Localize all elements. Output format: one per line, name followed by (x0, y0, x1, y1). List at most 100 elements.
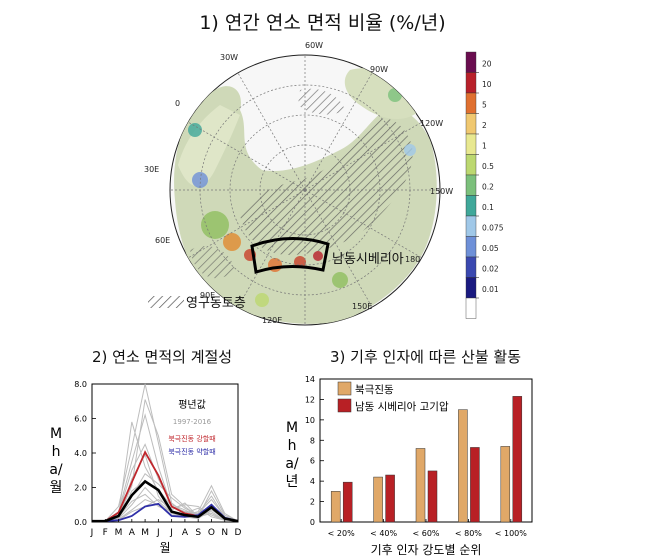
colorbar-swatch (465, 236, 477, 258)
climate-fire-chart: 0 2 4 6 8 10 12 14 < 20% < 40% < 60% < 80% < 100% 기후 … (285, 375, 533, 557)
x-tick-label: J (156, 528, 160, 538)
colorbar-swatch (465, 133, 477, 155)
x-tick-label: A (129, 528, 136, 538)
y-tick-label: 4.0 (74, 449, 87, 458)
lon-label: 90W (370, 65, 388, 74)
x-axis-label: 기후 인자 강도별 순위 (371, 543, 482, 557)
y-tick-label: 0.0 (74, 518, 87, 527)
x-tick-label: M (141, 528, 149, 538)
permafrost-legend-swatch (148, 296, 184, 308)
gray-year-line (92, 383, 239, 522)
x-axis-label: 월 (159, 541, 170, 555)
lon-label: 150W (430, 187, 453, 196)
x-tick-label: S (195, 528, 201, 538)
colorbar-tick-label: 2 (482, 121, 487, 130)
lon-label: 90E (200, 291, 215, 300)
seasonality-title: 2) 연소 면적의 계절성 (92, 348, 233, 366)
x-tick-label: < 40% (370, 529, 397, 538)
legend-title: 평년값 (178, 399, 206, 411)
legend-swatch (337, 381, 352, 396)
colorbar-swatch (465, 174, 477, 196)
x-tick-label: < 20% (328, 529, 355, 538)
x-tick-label: < 80% (455, 529, 482, 538)
colorbar-tick-label: 1 (482, 142, 487, 151)
colorbar-tick-label: 5 (482, 101, 487, 110)
colorbar-tick-label: 0.01 (482, 285, 499, 294)
colorbar-tick-label: 0.2 (482, 183, 494, 192)
colorbar-swatch (465, 256, 477, 278)
bar (470, 447, 480, 523)
bar (342, 481, 353, 523)
legend-years: 1997-2016 (173, 418, 212, 426)
y-tick-label: 6 (310, 457, 315, 466)
permafrost-hatch (240, 118, 413, 255)
colorbar-tick-label: 0.5 (482, 162, 494, 171)
y-tick-label: 6.0 (74, 415, 87, 424)
x-tick-label: J (169, 528, 173, 538)
lon-label: 150E (352, 302, 372, 311)
x-tick-label: A (182, 528, 189, 538)
y-tick-label: 4 (310, 477, 315, 486)
permafrost-label: 영구동토층 (186, 296, 246, 311)
legend-swatch (337, 398, 352, 413)
y-tick-label: 0 (310, 518, 315, 527)
colorbar-swatch (465, 297, 477, 319)
seasonality-chart: 0.02.04.06.08.0J F M A M J J A S O N D월M h a/월평년값1997… (49, 380, 242, 555)
y-tick-label: 12 (305, 395, 315, 404)
legend-label: 북극진동 (355, 384, 394, 396)
bar (385, 474, 395, 523)
bar (512, 396, 523, 523)
y-tick-label: 8 (310, 436, 315, 445)
bar (500, 446, 511, 523)
lon-label: 120E (262, 316, 282, 325)
series-line (92, 479, 239, 523)
bar (427, 470, 438, 523)
burned-area-map: 30W 60W 90W 120W 150W 0 30E 60E 90E 120E… (144, 41, 504, 326)
y-tick-label: 2 (310, 498, 315, 507)
gray-year-line (92, 453, 239, 522)
y-tick-label: 8.0 (74, 380, 87, 389)
colorbar-swatch (465, 215, 477, 237)
colorbar-tick-label: 0.05 (482, 244, 499, 253)
bar (330, 491, 341, 523)
legend-strong: 북극진동 강할때 (168, 434, 215, 443)
x-tick-label: < 60% (412, 529, 439, 538)
y-tick-label: 10 (305, 416, 315, 425)
colorbar-swatch (465, 51, 477, 73)
x-tick-label: J (90, 528, 94, 538)
map-panel-title: 1) 연간 연소 면적 비율 (%/년) (199, 12, 446, 34)
y-tick-label: 2.0 (74, 484, 87, 493)
colorbar: 20 10 5 2 1 0.5 0.2 0.1 0.075 0.05 0.02 0.01 (465, 51, 504, 319)
x-tick-label: N (221, 528, 228, 538)
lon-label: 120W (420, 119, 443, 128)
colorbar-swatch (465, 72, 477, 94)
colorbar-tick-label: 10 (482, 80, 492, 89)
bar (458, 409, 468, 523)
colorbar-swatch (465, 113, 477, 135)
colorbar-swatch (465, 154, 477, 176)
x-tick-label: < 100% (495, 529, 528, 538)
bar (373, 476, 383, 523)
gray-year-line (92, 479, 239, 522)
longitude-labels: 30W 60W 90W 120W 150W 0 30E 60E 90E 120E… (144, 41, 453, 325)
colorbar-swatch (465, 92, 477, 114)
lon-label: 180 (405, 255, 420, 264)
colorbar-tick-label: 0.02 (482, 265, 499, 274)
colorbar-swatch (465, 195, 477, 217)
colorbar-tick-label: 0.075 (482, 224, 504, 233)
legend-label: 남동 시베리아 고기압 (355, 400, 449, 413)
colorbar-tick-label: 0.1 (482, 203, 494, 212)
lon-label: 30E (144, 165, 159, 174)
colorbar-tick-label: 20 (482, 60, 492, 69)
x-tick-label: O (208, 528, 215, 538)
x-tick-label: D (235, 528, 242, 538)
lon-label: 0 (175, 99, 180, 108)
x-tick-label: M (115, 528, 123, 538)
y-tick-label: 14 (305, 375, 315, 384)
legend-weak: 북극진동 약할때 (168, 447, 215, 456)
x-tick-label: F (103, 528, 108, 538)
southeast-siberia-box (250, 236, 330, 274)
colorbar-swatch (465, 277, 477, 299)
bar (415, 448, 426, 523)
